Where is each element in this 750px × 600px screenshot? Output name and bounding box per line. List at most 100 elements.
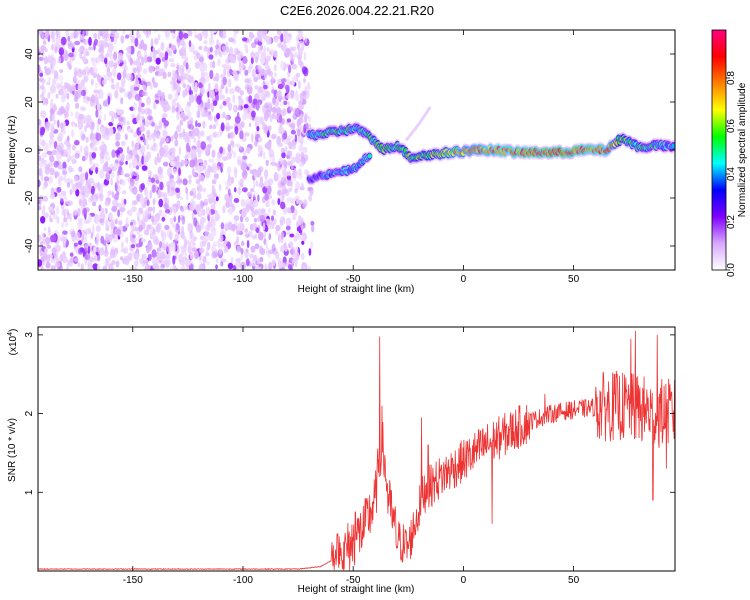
noise-blob <box>38 259 43 267</box>
noise-blob <box>286 207 291 213</box>
noise-blob <box>97 117 101 125</box>
noise-blob <box>171 206 177 213</box>
noise-blob <box>246 191 253 197</box>
noise-blob <box>286 175 292 180</box>
noise-blob <box>92 201 97 207</box>
noise-blob <box>273 171 279 182</box>
noise-blob <box>152 198 156 206</box>
noise-blob <box>306 266 311 270</box>
noise-blob <box>225 115 229 122</box>
noise-blob <box>203 45 208 52</box>
noise-blob <box>124 173 130 178</box>
noise-blob <box>298 172 303 180</box>
noise-blob <box>283 100 288 105</box>
noise-blob <box>195 120 198 128</box>
snr-frame <box>37 326 676 572</box>
noise-blob <box>39 241 44 247</box>
noise-blob <box>40 216 46 224</box>
noise-blob <box>121 241 124 249</box>
noise-blob <box>257 41 263 46</box>
noise-blob <box>230 256 234 264</box>
noise-blob <box>57 57 62 64</box>
noise-blob <box>207 193 213 199</box>
noise-blob <box>202 187 207 193</box>
noise-blob <box>258 86 263 94</box>
colorbar-tick-label: 0.8 <box>726 71 737 85</box>
noise-blob <box>38 82 41 92</box>
noise-blob <box>251 110 256 118</box>
noise-blob <box>236 229 241 236</box>
noise-blob <box>135 252 139 261</box>
noise-blob <box>250 188 255 193</box>
noise-blob <box>62 236 67 246</box>
noise-blob <box>56 110 61 116</box>
noise-blob <box>130 87 135 94</box>
noise-blob <box>273 64 277 72</box>
noise-blob <box>88 177 94 184</box>
noise-blob <box>212 124 216 130</box>
noise-blob <box>275 224 281 232</box>
noise-blob <box>294 170 300 179</box>
noise-blob <box>56 205 60 215</box>
noise-blob <box>222 205 226 214</box>
noise-blob <box>80 145 83 153</box>
noise-blob <box>180 159 185 167</box>
noise-blob <box>214 121 219 127</box>
noise-blob <box>178 167 181 176</box>
noise-blob <box>268 50 273 56</box>
noise-blob <box>228 37 234 43</box>
noise-blob <box>160 30 166 33</box>
y-tick-label: -20 <box>24 190 35 205</box>
noise-blob <box>50 125 55 133</box>
noise-blob <box>114 193 119 201</box>
noise-blob <box>254 85 258 90</box>
noise-blob <box>299 60 303 68</box>
noise-blob <box>135 74 139 84</box>
noise-blob <box>188 40 192 48</box>
x-tick-label: 0 <box>461 575 467 586</box>
noise-blob <box>79 173 83 183</box>
noise-blob <box>181 215 186 225</box>
noise-blob <box>172 72 178 80</box>
noise-blob <box>79 47 84 54</box>
noise-blob <box>213 192 218 198</box>
noise-blob <box>111 115 115 124</box>
noise-blob <box>191 148 196 156</box>
noise-blob <box>250 245 256 253</box>
noise-blob <box>266 47 270 52</box>
noise-blob <box>194 61 201 69</box>
noise-blob <box>282 159 287 167</box>
noise-blob <box>219 146 224 154</box>
noise-blob <box>71 144 76 151</box>
noise-blob <box>266 199 271 208</box>
noise-blob <box>109 214 115 220</box>
noise-blob <box>259 116 264 125</box>
noise-blob <box>103 126 108 132</box>
noise-blob <box>213 201 216 211</box>
noise-blob <box>159 181 164 191</box>
noise-blob <box>107 234 113 241</box>
noise-blob <box>200 76 207 84</box>
noise-blob <box>223 245 229 254</box>
y-tick-label: 40 <box>24 48 35 60</box>
noise-blob <box>175 222 180 231</box>
noise-blob <box>99 218 104 224</box>
noise-blob <box>133 266 137 270</box>
noise-blob <box>141 155 145 165</box>
noise-blob <box>262 30 268 36</box>
noise-blob <box>229 140 235 147</box>
noise-blob <box>220 243 225 248</box>
noise-blob <box>56 151 62 161</box>
noise-blob <box>198 56 205 63</box>
noise-blob <box>55 93 59 99</box>
noise-blob <box>202 30 208 36</box>
noise-blob <box>194 82 198 88</box>
noise-blob <box>227 177 233 187</box>
noise-blob <box>130 35 135 44</box>
noise-blob <box>275 251 280 259</box>
noise-blob <box>115 141 120 147</box>
noise-blob <box>133 86 140 91</box>
noise-blob <box>53 36 58 46</box>
noise-blob <box>144 263 151 270</box>
noise-blob <box>142 253 147 260</box>
